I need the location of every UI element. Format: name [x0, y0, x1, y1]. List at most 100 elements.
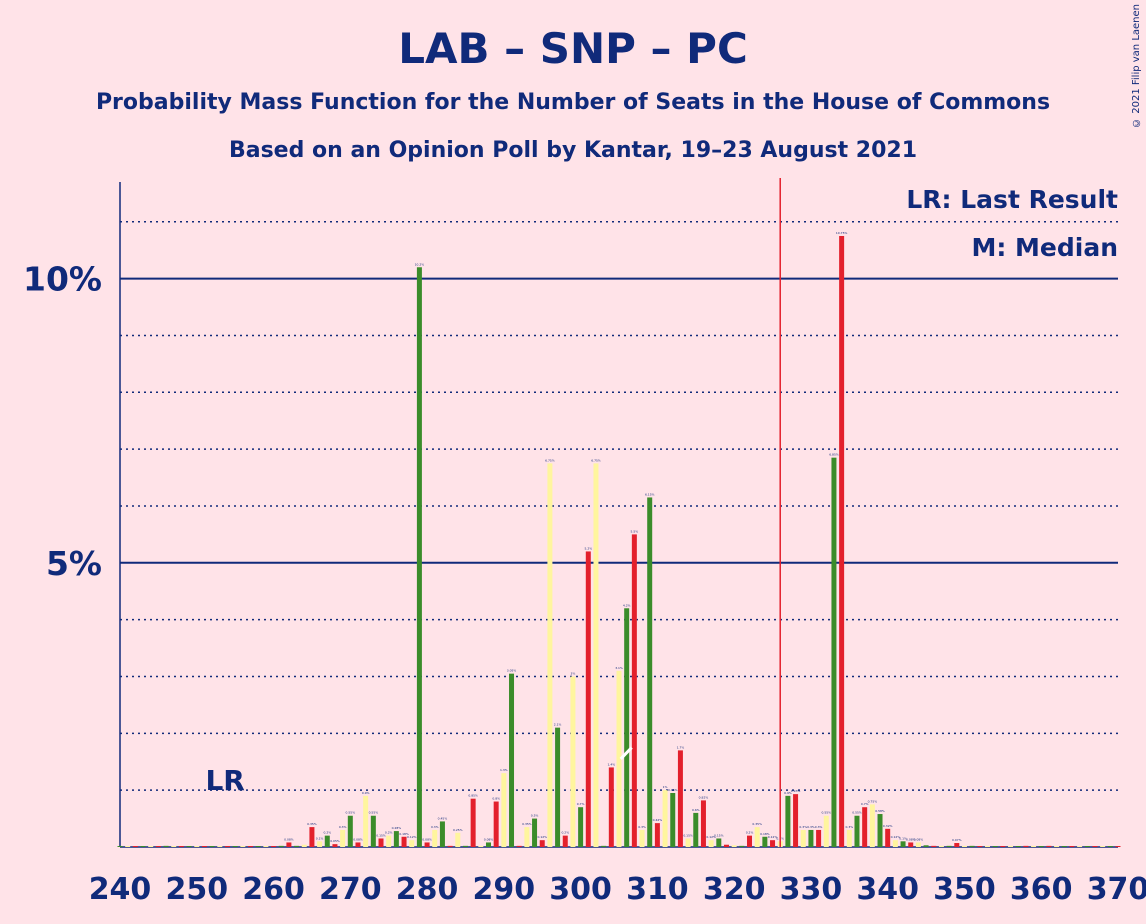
- y-tick-label: 10%: [23, 260, 102, 299]
- bar-value-label: 0.58%: [875, 809, 885, 813]
- bar-value-label: 0.55%: [822, 811, 832, 815]
- bar-value-label: 6.75%: [545, 458, 555, 462]
- bar-seat-359: [1031, 845, 1037, 847]
- bar-seat-305: [616, 670, 622, 847]
- bar-value-label: 0.32%: [883, 824, 893, 828]
- bar-value-label: 0.08%: [284, 837, 294, 841]
- bar-value-label: 5.2%: [584, 546, 592, 550]
- bar-seat-358: [1023, 845, 1029, 847]
- bar-value-label: 0.12%: [407, 835, 417, 839]
- bar-value-label: 2.1%: [554, 723, 562, 727]
- bar-seat-243: [140, 846, 146, 847]
- bar-value-label: 0.15%: [376, 833, 386, 837]
- bar-value-label: 0.2%: [385, 831, 393, 835]
- bar-value-label: 0.8%: [492, 797, 500, 801]
- bar-value-label: 0.1%: [899, 836, 907, 840]
- bar-seat-268: [332, 844, 338, 847]
- bar-seat-362: [1054, 846, 1060, 847]
- bar-seat-304: [608, 767, 614, 847]
- bar-seat-258: [255, 846, 261, 847]
- bar-seat-350: [961, 845, 967, 847]
- bar-seat-302: [593, 463, 599, 847]
- bar-seat-354: [992, 846, 998, 847]
- bar-seat-253: [217, 846, 223, 847]
- x-tick-label: 280: [396, 872, 459, 907]
- bar-value-label: 10.2%: [415, 262, 425, 266]
- bar-value-label: 0.3%: [845, 825, 853, 829]
- bar-value-label: 0.3%: [807, 825, 815, 829]
- bar-seat-246: [163, 845, 169, 847]
- x-tick-label: 300: [549, 872, 612, 907]
- bar-value-label: 0.15%: [683, 833, 693, 837]
- bar-seat-341: [892, 840, 898, 847]
- bar-seat-333: [831, 457, 837, 847]
- bar-seat-262: [286, 842, 292, 847]
- x-tick-label: 260: [242, 872, 305, 907]
- bar-seat-263: [294, 845, 300, 847]
- bar-value-label: 3.05%: [507, 669, 517, 673]
- bar-value-label: 1.3%: [500, 768, 508, 772]
- legend-last-result: LR: Last Result: [906, 185, 1118, 214]
- bar-seat-319: [723, 844, 729, 847]
- bar-seat-308: [639, 829, 645, 847]
- bar-seat-361: [1046, 845, 1052, 847]
- bar-seat-279: [416, 267, 422, 847]
- legend-median: M: Median: [971, 233, 1118, 262]
- bar-seat-348: [946, 845, 952, 847]
- bar-seat-277: [401, 836, 407, 847]
- bar-seat-327: [785, 795, 791, 847]
- bar-seat-322: [747, 835, 753, 847]
- bar-seat-264: [301, 844, 307, 847]
- bar-seat-345: [923, 845, 929, 847]
- bar-value-label: 5.5%: [631, 529, 639, 533]
- bar-seat-300: [578, 807, 584, 847]
- bar-value-label: 0.95%: [668, 788, 678, 792]
- bar-value-label: 0.1%: [316, 836, 324, 840]
- bar-seat-278: [409, 840, 415, 847]
- bar-value-label: 0.28%: [392, 826, 402, 830]
- bar-seat-288: [485, 842, 491, 847]
- bar-seat-336: [854, 815, 860, 847]
- bar-seat-267: [324, 835, 330, 847]
- chart-title: LAB – SNP – PC: [398, 24, 748, 73]
- bar-seat-330: [808, 829, 814, 847]
- bar-seat-281: [432, 829, 438, 847]
- x-tick-label: 320: [703, 872, 766, 907]
- bar-seat-311: [662, 790, 668, 847]
- bar-seat-241: [125, 846, 131, 847]
- bar-seat-294: [532, 818, 538, 847]
- bar-value-label: 0.9%: [784, 791, 792, 795]
- bar-seat-310: [654, 823, 660, 847]
- bar-seat-353: [984, 845, 990, 847]
- bar-seat-240: [117, 846, 123, 847]
- bar-value-label: 0.08%: [914, 837, 924, 841]
- bar-seat-344: [915, 842, 921, 847]
- bar-seat-321: [739, 845, 745, 847]
- x-tick-label: 250: [165, 872, 228, 907]
- x-tick-label: 370: [1087, 872, 1146, 907]
- bar-seat-346: [931, 845, 937, 847]
- bar-seat-342: [900, 841, 906, 847]
- chart-subtitle-poll: Based on an Opinion Poll by Kantar, 19–2…: [228, 138, 918, 163]
- bar-value-label: 0.2%: [746, 831, 754, 835]
- bar-value-label: 0.18%: [760, 832, 770, 836]
- bar-value-label: 4.2%: [623, 603, 631, 607]
- x-tick-label: 340: [856, 872, 919, 907]
- bar-seat-328: [793, 794, 799, 847]
- bar-value-label: 0.2%: [323, 831, 331, 835]
- bar-seat-276: [393, 831, 399, 847]
- bar-value-label: 0.18%: [399, 832, 409, 836]
- bar-seat-337: [862, 807, 868, 847]
- bar-value-label: 0.82%: [699, 795, 709, 799]
- bar-seat-331: [816, 829, 822, 847]
- bar-value-label: 0.08%: [353, 837, 363, 841]
- bar-seat-332: [823, 815, 829, 847]
- bar-seat-351: [969, 845, 975, 847]
- bar-seat-316: [700, 800, 706, 847]
- bar-value-label: 0.3%: [339, 825, 347, 829]
- bar-seat-309: [647, 497, 653, 847]
- bar-seat-289: [493, 801, 499, 847]
- bar-seat-270: [347, 815, 353, 847]
- bar-value-label: 0.05%: [330, 839, 340, 843]
